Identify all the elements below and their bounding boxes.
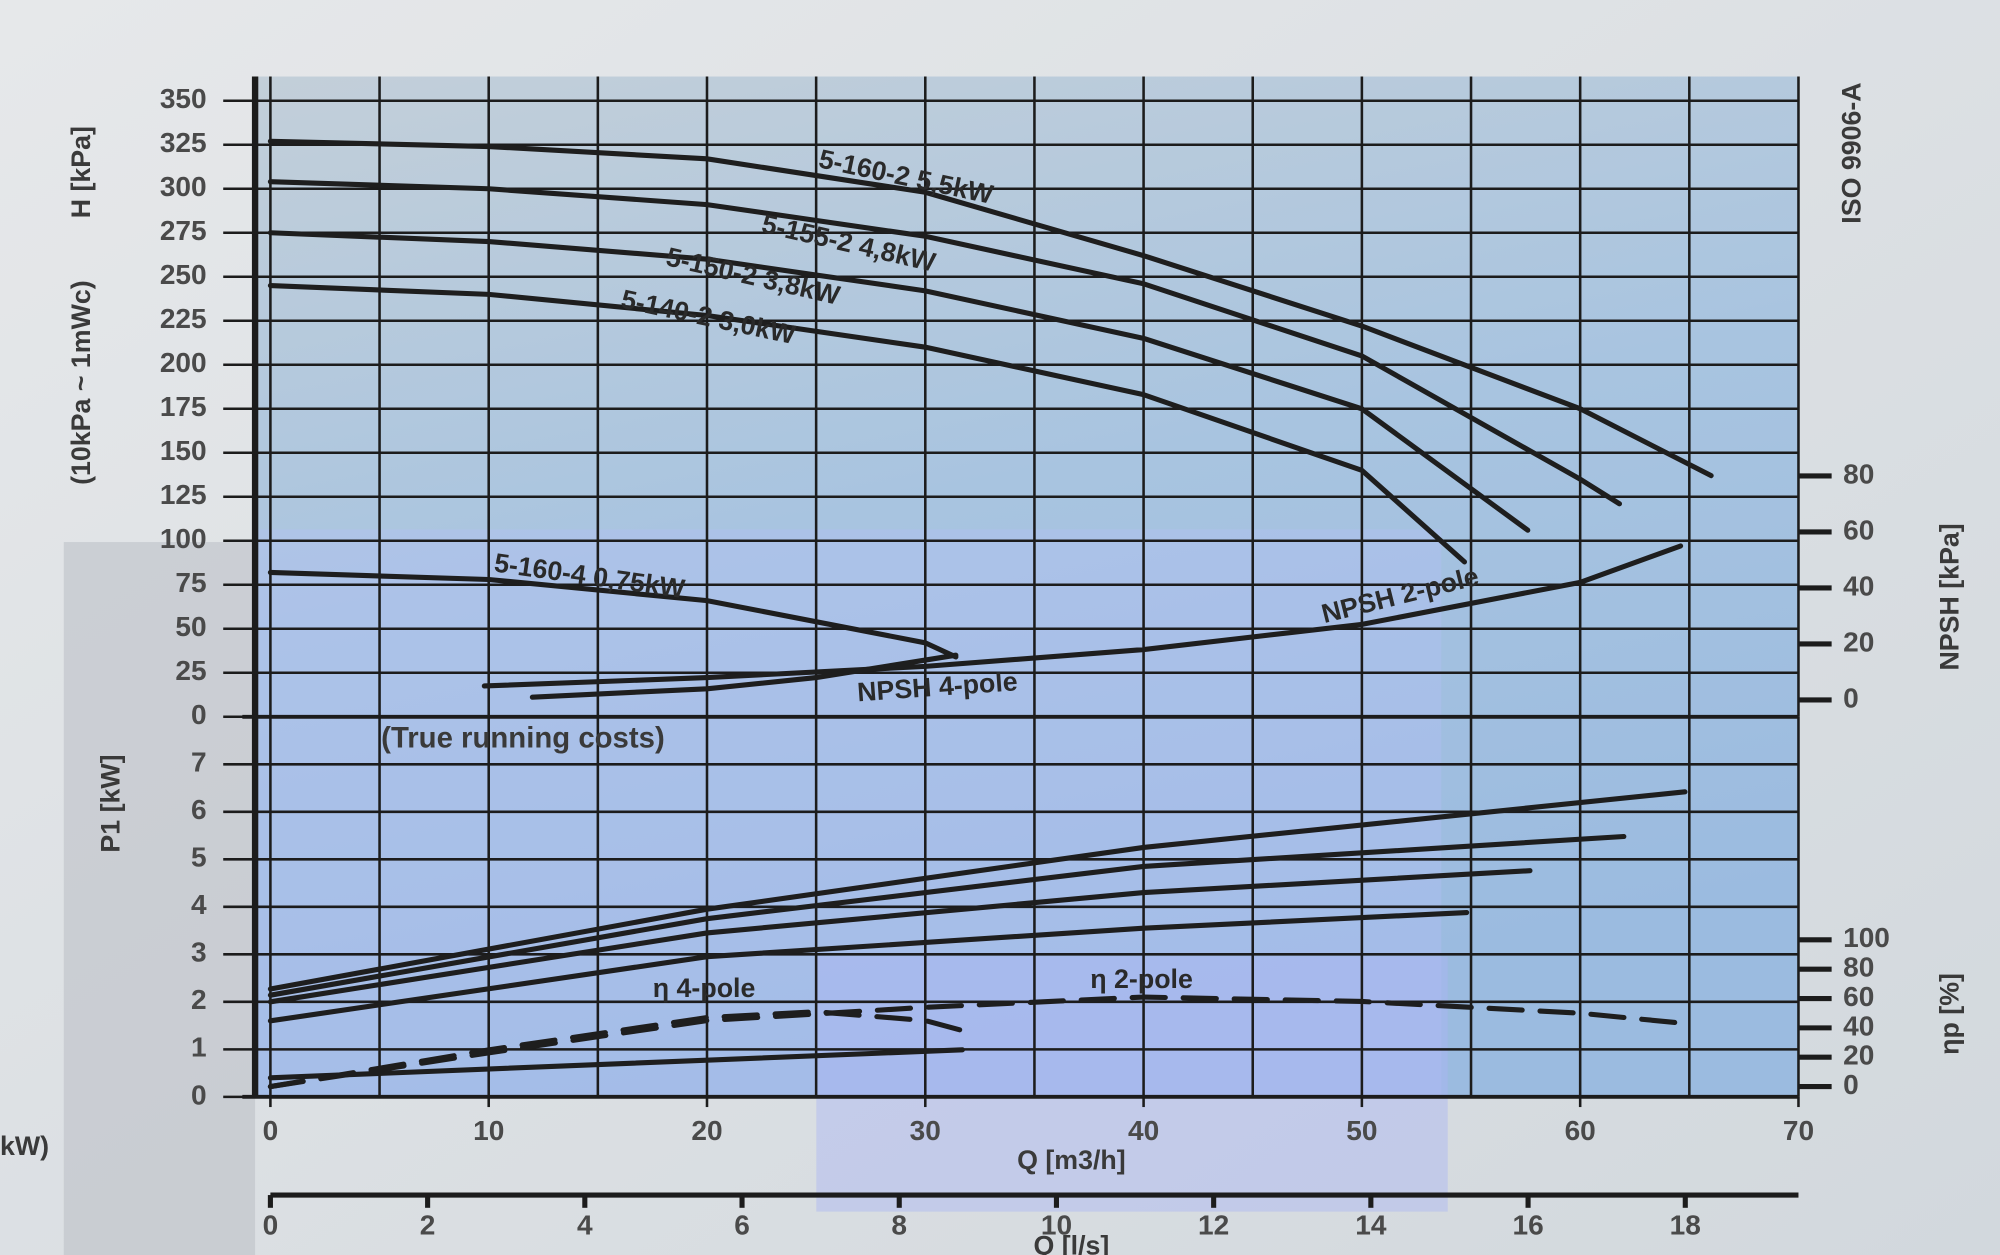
y-tick-label: 3: [191, 937, 207, 968]
y-tick-label: 1: [191, 1032, 207, 1063]
y-tick-label: 175: [160, 391, 207, 422]
x-tick-label: 10: [473, 1115, 504, 1146]
y2-tick-label: 0: [1843, 1069, 1859, 1100]
y-tick-label: 7: [191, 747, 207, 778]
y2-tick-label: 80: [1843, 952, 1874, 983]
x-tick-label: 0: [263, 1209, 279, 1240]
x-tick-label: 4: [577, 1209, 593, 1240]
y-tick-label: 4: [191, 889, 207, 920]
y-tick-label: 75: [175, 567, 206, 598]
curve: [267, 909, 1470, 1024]
x-axis-label: Q [m3/h]: [1017, 1145, 1126, 1175]
x-tick-label: 16: [1512, 1209, 1543, 1240]
y-tick-label: 125: [160, 479, 207, 510]
y-axis-label: P1 [kW]: [95, 754, 125, 852]
y-tick-label: 200: [160, 347, 207, 378]
y-tick-label: 275: [160, 215, 207, 246]
curve-y2: [267, 994, 1688, 1090]
curve: [267, 569, 959, 660]
curve-y2: [529, 652, 959, 700]
x-tick-label: 2: [420, 1209, 436, 1240]
x-tick-label: 10: [1041, 1209, 1072, 1240]
y2-tick-label: 60: [1843, 514, 1874, 545]
annotation: (True running costs): [381, 721, 665, 754]
y-tick-label: 225: [160, 303, 207, 334]
y-tick-label: 325: [160, 127, 207, 158]
y-tick-label: 250: [160, 259, 207, 290]
x-tick-label: 6: [734, 1209, 750, 1240]
x-axis-label: Q [l/s]: [1034, 1230, 1110, 1255]
y2-tick-label: 100: [1843, 922, 1890, 953]
y-tick-label: 0: [191, 1079, 207, 1110]
y-axis-note: (10kPa ~ 1mWc): [66, 280, 96, 485]
y2-axis-label: NPSH [kPa]: [1935, 523, 1965, 670]
y2-tick-label: 40: [1843, 570, 1874, 601]
glare-bottom: [816, 956, 1448, 1212]
y-tick-label: 25: [175, 655, 206, 686]
curve: [267, 789, 1688, 992]
curve-label: η 4-pole: [653, 973, 756, 1003]
curve: [267, 283, 1468, 565]
y-tick-label: 150: [160, 435, 207, 466]
x-tick-label: 60: [1565, 1115, 1596, 1146]
cropped-text: kW): [0, 1131, 49, 1161]
curve-label: η 2-pole: [1090, 964, 1193, 994]
y-tick-label: 100: [160, 523, 207, 554]
y2-tick-label: 60: [1843, 981, 1874, 1012]
y-tick-label: 6: [191, 794, 207, 825]
x-tick-label: 8: [891, 1209, 907, 1240]
y-tick-label: 350: [160, 83, 207, 114]
x-tick-label: 20: [691, 1115, 722, 1146]
x-tick-label: 14: [1355, 1209, 1387, 1240]
glare-left: [63, 542, 256, 1255]
curve: [267, 138, 1714, 479]
y-tick-label: 5: [191, 842, 207, 873]
y-tick-label: 2: [191, 984, 207, 1015]
curve: [267, 1047, 965, 1081]
x-tick-label: 0: [263, 1115, 279, 1146]
standard-label: ISO 9906-A: [1836, 82, 1866, 223]
y2-tick-label: 20: [1843, 626, 1874, 657]
y2-tick-label: 80: [1843, 458, 1874, 489]
x-tick-label: 12: [1198, 1209, 1229, 1240]
x-tick-label: 30: [910, 1115, 941, 1146]
x-tick-label: 50: [1346, 1115, 1377, 1146]
y2-tick-label: 0: [1843, 682, 1859, 713]
y-tick-label: 0: [191, 699, 207, 730]
plot-area: [255, 76, 1799, 1097]
y-tick-label: 50: [175, 611, 206, 642]
y2-tick-label: 40: [1843, 1010, 1874, 1041]
y2-tick-label: 20: [1843, 1040, 1874, 1071]
curve-y2: [481, 543, 1684, 689]
y2-axis-label: ηp [%]: [1935, 973, 1965, 1055]
curve: [267, 868, 1533, 1005]
x-tick-label: 18: [1670, 1209, 1701, 1240]
curve: [267, 230, 1531, 533]
x-tick-label: 70: [1783, 1115, 1814, 1146]
curve: [267, 833, 1627, 998]
curve: [267, 179, 1623, 507]
x-tick-label: 40: [1128, 1115, 1159, 1146]
y-axis-label: H [kPa]: [66, 126, 96, 218]
y-tick-label: 300: [160, 171, 207, 202]
